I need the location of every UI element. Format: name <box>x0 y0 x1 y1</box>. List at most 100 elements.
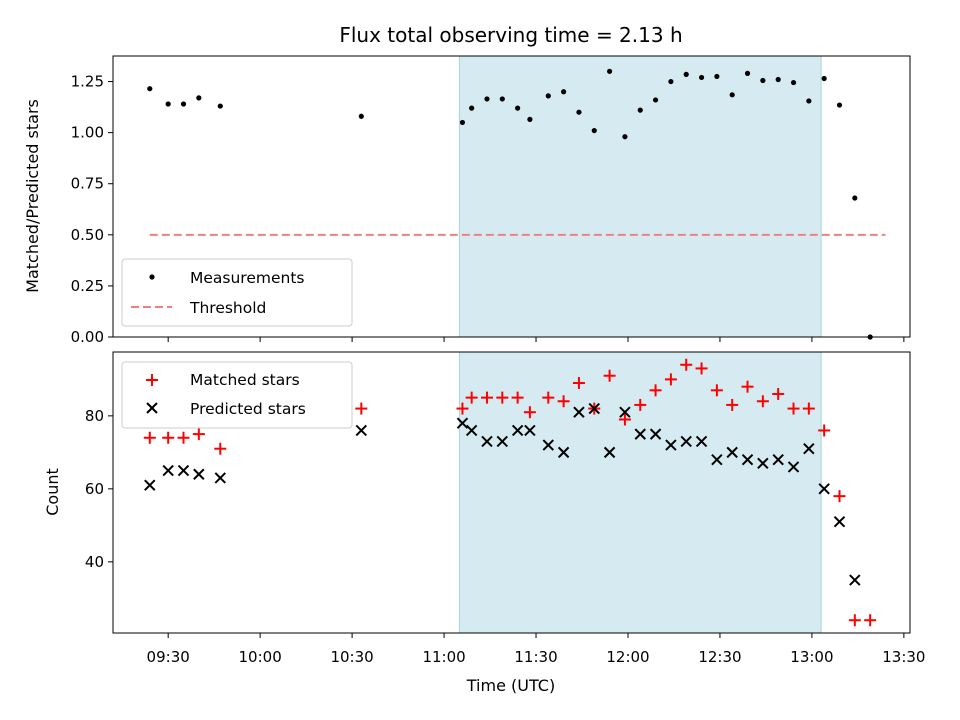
predicted-star-point <box>542 439 554 451</box>
measurement-point <box>852 195 858 201</box>
ratio-legend: Measurements Threshold <box>121 258 353 327</box>
measurement-point <box>576 109 582 115</box>
matched-star-point <box>177 431 190 444</box>
predicted-star-point <box>524 424 536 437</box>
predicted-star-point <box>833 515 846 528</box>
matched-star-point <box>787 402 800 415</box>
observing-window-shade-bottom <box>458 351 822 634</box>
measurement-point <box>180 101 187 107</box>
matched-star-point <box>496 391 509 404</box>
matched-star-point <box>603 369 616 382</box>
measurement-point <box>499 96 505 102</box>
legend-label-threshold: Threshold <box>189 299 266 317</box>
legend-label-matched: Matched stars <box>190 371 300 389</box>
measurement-point <box>836 102 843 108</box>
measurement-point <box>652 97 659 103</box>
measurement-point <box>683 71 689 77</box>
counts-panel: 40 60 80 09:30 10:00 10:30 11:00 11:30 12:00 12:… <box>43 351 925 695</box>
matched-star-point <box>542 391 555 404</box>
measurement-point <box>637 107 643 113</box>
x-tick-label: 13:00 <box>790 648 833 666</box>
count-points <box>143 358 877 627</box>
y-tick-label: 80 <box>85 407 104 425</box>
predicted-star-point <box>849 574 861 586</box>
matched-star-point <box>192 428 205 441</box>
matched-star-point <box>818 424 831 437</box>
legend-label-measurements: Measurements <box>190 269 305 287</box>
y-tick-label: 0.50 <box>71 226 104 244</box>
measurement-point <box>606 68 613 74</box>
matched-star-point <box>618 413 631 426</box>
measurement-point <box>806 98 812 104</box>
counts-x-axis-ticks: 09:30 10:00 10:30 11:00 11:30 12:00 12:30 13:00… <box>147 633 925 666</box>
matched-star-point <box>162 431 175 444</box>
matched-star-point <box>634 398 647 411</box>
ratio-y-axis-ticks: 0.00 0.25 0.50 0.75 1.00 1.25 <box>71 73 113 346</box>
predicted-star-point <box>162 464 174 477</box>
legend-label-predicted: Predicted stars <box>190 400 306 418</box>
predicted-star-point <box>772 453 784 466</box>
measurement-point <box>358 113 364 119</box>
predicted-star-point <box>787 461 800 473</box>
matched-star-point <box>680 358 693 371</box>
predicted-star-point <box>573 406 585 418</box>
measurement-point <box>591 127 597 134</box>
predicted-star-point <box>680 435 692 448</box>
matched-star-point <box>456 402 469 415</box>
observing-window-band <box>458 55 822 338</box>
matched-star-point <box>772 387 785 400</box>
matched-star-point <box>848 614 861 627</box>
predicted-star-point <box>511 424 524 437</box>
y-tick-label: 0.00 <box>71 328 104 346</box>
counts-y-axis-label: Count <box>43 468 62 516</box>
predicted-star-point <box>711 453 723 466</box>
ratio-panel: 0.00 0.25 0.50 0.75 1.00 1.25 Matched/Predict… <box>23 55 911 346</box>
ratio-legend-box <box>121 258 353 327</box>
predicted-star-point <box>481 435 493 448</box>
matched-star-point <box>355 402 368 415</box>
measurement-point <box>729 92 735 98</box>
ratio-y-axis-label: Matched/Predicted stars <box>23 99 42 293</box>
matched-star-point <box>664 373 677 386</box>
measurement-point <box>147 86 153 92</box>
measurement-point <box>196 95 202 101</box>
measurement-point <box>622 134 628 140</box>
legend-marker-matched <box>146 374 158 386</box>
y-tick-label: 1.25 <box>71 73 104 91</box>
chart-title: Flux total observing time = 2.13 h <box>339 23 682 47</box>
ratio-panel-frame <box>112 55 911 338</box>
predicted-star-point <box>726 446 738 459</box>
measurement-point <box>698 74 705 81</box>
y-tick-label: 1.00 <box>71 124 104 142</box>
predicted-star-point <box>741 453 754 466</box>
measurement-point <box>714 73 720 80</box>
x-tick-label: 12:30 <box>698 648 741 666</box>
matched-star-point <box>511 391 524 404</box>
predicted-star-point <box>557 446 570 459</box>
x-tick-label: 12:00 <box>606 648 649 666</box>
y-tick-label: 60 <box>85 480 104 498</box>
measurement-point <box>545 93 551 99</box>
x-tick-label: 10:00 <box>239 648 282 666</box>
predicted-star-point <box>214 472 226 484</box>
measurement-point <box>469 105 475 111</box>
matched-star-point <box>465 391 478 404</box>
measurement-point <box>165 101 171 107</box>
predicted-star-point <box>619 406 631 418</box>
matched-star-point <box>695 362 708 375</box>
predicted-star-point <box>355 424 368 437</box>
matched-star-point <box>802 402 815 415</box>
measurement-point <box>459 119 466 126</box>
y-tick-label: 0.25 <box>71 277 104 295</box>
x-tick-label: 11:30 <box>514 648 557 666</box>
counts-legend-box <box>121 361 353 429</box>
matched-star-point <box>756 395 769 408</box>
observing-window-shade-top <box>458 55 822 338</box>
matched-star-point <box>523 406 536 419</box>
predicted-star-point <box>818 483 830 495</box>
matched-star-point <box>480 391 493 404</box>
predicted-star-point <box>803 443 815 455</box>
measurement-point <box>760 77 766 84</box>
y-tick-label: 0.75 <box>71 175 104 193</box>
measurement-point <box>775 76 781 83</box>
